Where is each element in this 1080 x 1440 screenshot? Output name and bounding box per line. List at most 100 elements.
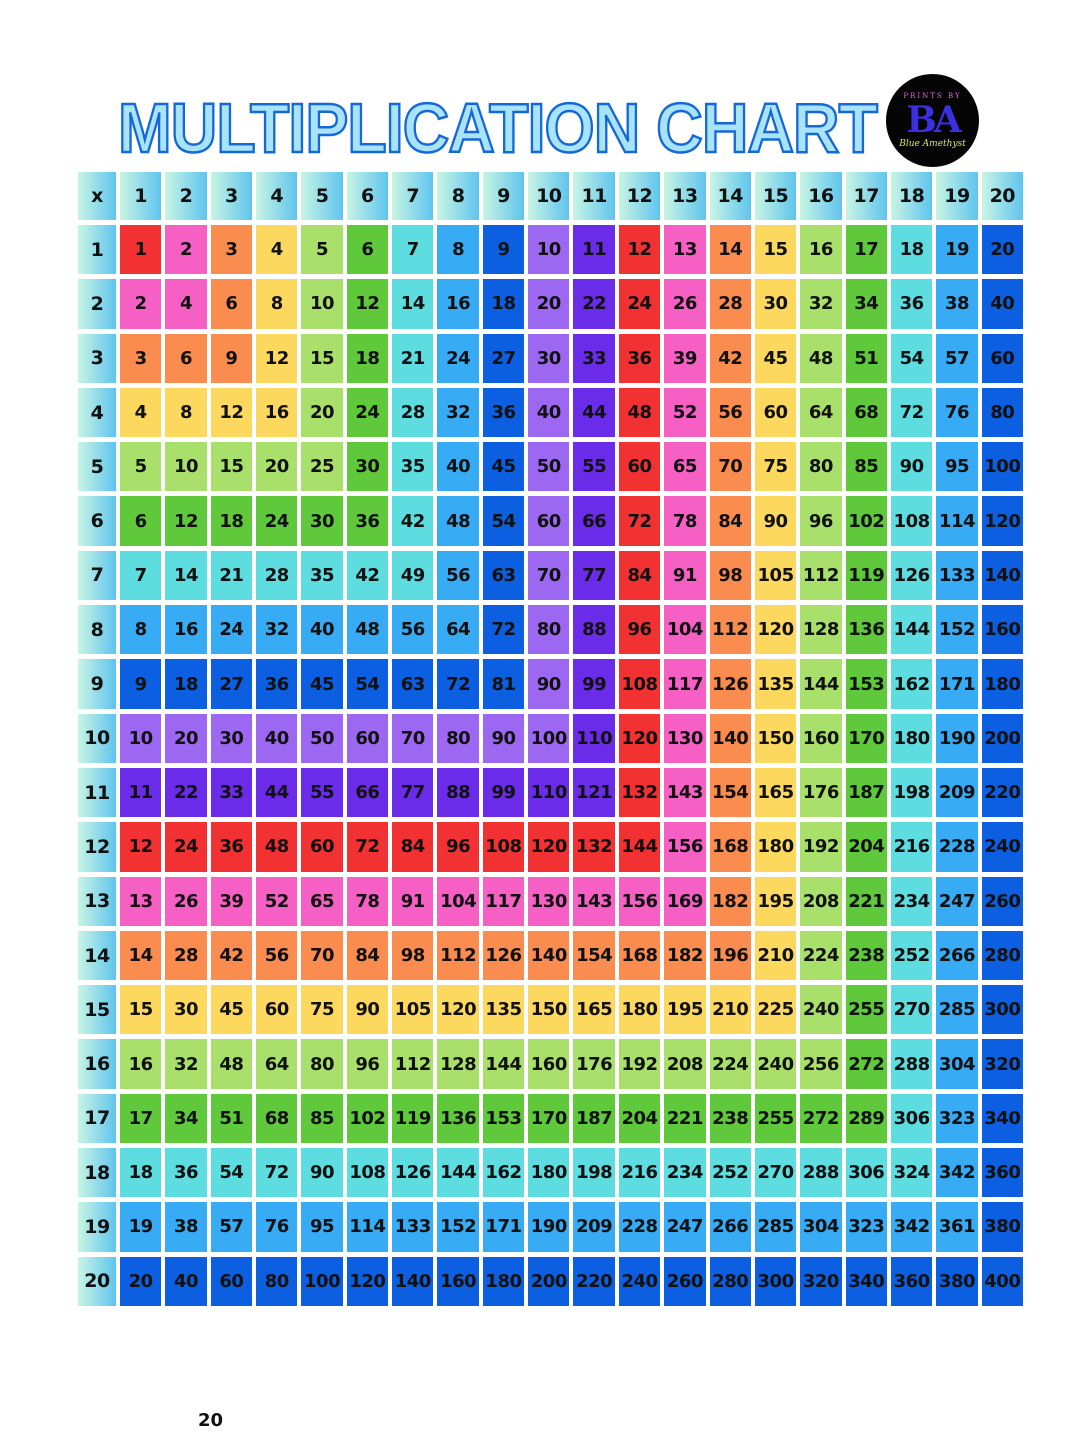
product-cell: 45 [301,659,343,709]
product-cell: 78 [346,876,389,926]
product-cell: 171 [936,659,978,709]
product-cell: 17 [120,1093,162,1144]
product-cell: 180 [528,1148,570,1198]
product-cell: 160 [528,1039,570,1089]
product-cell: 240 [981,822,1023,872]
product-cell: 98 [392,930,434,981]
product-cell: 16 [800,225,842,275]
product-cell: 49 [392,550,434,601]
product-cell: 165 [573,985,615,1035]
product-cell: 135 [754,659,797,709]
product-cell: 180 [482,1256,525,1306]
product-cell: 104 [437,876,479,926]
row-header: 9 [78,659,116,709]
product-cell: 380 [936,1256,978,1306]
product-cell: 72 [437,659,479,709]
product-cell: 5 [120,442,162,492]
product-cell: 13 [664,225,706,275]
product-cell: 90 [301,1148,343,1198]
product-cell: 285 [936,985,978,1035]
product-cell: 126 [482,930,525,981]
row-header: 7 [78,550,116,601]
product-cell: 26 [664,279,706,329]
product-cell: 112 [709,605,751,655]
product-cell: 96 [346,1039,389,1089]
product-cell: 54 [482,496,525,546]
product-cell: 30 [754,279,797,329]
product-cell: 234 [890,876,933,926]
product-cell: 16 [165,605,207,655]
product-cell: 96 [618,605,661,655]
product-cell: 80 [256,1256,298,1306]
product-cell: 120 [618,713,661,763]
product-cell: 81 [482,659,525,709]
product-cell: 15 [210,442,253,492]
product-cell: 7 [392,225,434,275]
column-header: 13 [664,172,706,220]
logo-script: Blue Amethyst [899,138,966,149]
product-cell: 95 [936,442,978,492]
product-cell: 22 [165,767,207,818]
product-cell: 270 [890,985,933,1035]
product-cell: 48 [618,387,661,438]
product-cell: 133 [392,1202,434,1252]
product-cell: 162 [482,1148,525,1198]
product-cell: 360 [981,1148,1023,1198]
product-cell: 39 [210,876,253,926]
column-header: 3 [210,172,253,220]
product-cell: 204 [845,822,887,872]
product-cell: 208 [664,1039,706,1089]
product-cell: 70 [709,442,751,492]
logo-top-text: PRINTS BY [903,91,962,100]
product-cell: 120 [981,496,1023,546]
product-cell: 98 [709,550,751,601]
product-cell: 140 [709,713,751,763]
product-cell: 45 [754,333,797,383]
product-cell: 33 [573,333,615,383]
product-cell: 64 [800,387,842,438]
product-cell: 33 [210,767,253,818]
product-cell: 14 [392,279,434,329]
product-cell: 76 [256,1202,298,1252]
product-cell: 323 [936,1093,978,1144]
product-cell: 63 [392,659,434,709]
product-cell: 88 [437,767,479,818]
product-cell: 34 [165,1093,207,1144]
column-header: 9 [482,172,525,220]
product-cell: 200 [981,713,1023,763]
product-cell: 21 [392,333,434,383]
product-cell: 90 [482,713,525,763]
product-cell: 100 [301,1256,343,1306]
product-cell: 40 [981,279,1023,329]
product-cell: 30 [528,333,570,383]
column-header: 19 [936,172,978,220]
product-cell: 280 [709,1256,751,1306]
product-cell: 72 [482,605,525,655]
product-cell: 320 [800,1256,842,1306]
product-cell: 20 [301,387,343,438]
product-cell: 48 [346,605,389,655]
product-cell: 40 [437,442,479,492]
product-cell: 144 [800,659,842,709]
product-cell: 6 [165,333,207,383]
product-cell: 30 [165,985,207,1035]
product-cell: 24 [437,333,479,383]
product-cell: 78 [664,496,706,546]
product-cell: 42 [346,550,389,601]
product-cell: 143 [573,876,615,926]
product-cell: 104 [664,605,706,655]
column-header: 6 [346,172,389,220]
product-cell: 80 [301,1039,343,1089]
product-cell: 156 [618,876,661,926]
product-cell: 9 [120,659,162,709]
product-cell: 144 [618,822,661,872]
product-cell: 234 [664,1148,706,1198]
product-cell: 102 [845,496,887,546]
product-cell: 306 [845,1148,887,1198]
product-cell: 361 [936,1202,978,1252]
product-cell: 120 [754,605,797,655]
product-cell: 1 [120,225,162,275]
product-cell: 60 [981,333,1023,383]
product-cell: 18 [165,659,207,709]
product-cell: 114 [346,1202,389,1252]
